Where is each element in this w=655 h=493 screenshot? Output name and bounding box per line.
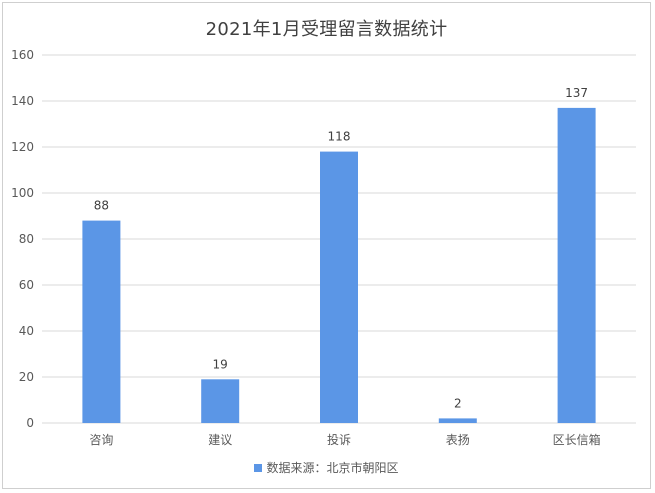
y-tick-label: 120 xyxy=(11,140,34,154)
data-label: 19 xyxy=(213,357,228,371)
bar xyxy=(438,418,477,423)
legend: 数据来源：北京市朝阳区 xyxy=(3,460,650,476)
bar xyxy=(82,220,121,423)
bar-chart: 0 20 40 60 80 100 120 140 160 88 咨询 19 建议 118 投诉 2 表扬 137… xyxy=(11,48,636,447)
bar xyxy=(557,107,596,424)
chart-title: 2021年1月受理留言数据统计 xyxy=(205,19,448,40)
bar xyxy=(201,379,240,423)
x-tick-label: 表扬 xyxy=(446,432,470,447)
bar xyxy=(320,151,358,423)
data-label: 118 xyxy=(328,130,351,144)
data-label: 2 xyxy=(454,396,462,410)
x-tick-label: 区长信箱 xyxy=(553,432,601,447)
y-tick-label: 80 xyxy=(19,232,34,246)
y-tick-label: 140 xyxy=(11,94,34,108)
legend-swatch xyxy=(254,464,263,472)
data-label: 88 xyxy=(94,199,109,213)
legend-label: 数据来源：北京市朝阳区 xyxy=(266,461,399,475)
data-label: 137 xyxy=(565,86,588,100)
x-tick-label: 投诉 xyxy=(327,432,351,447)
x-tick-label: 建议 xyxy=(208,433,232,447)
y-tick-label: 0 xyxy=(26,416,34,430)
y-tick-label: 40 xyxy=(19,324,34,338)
y-tick-label: 20 xyxy=(19,370,34,384)
y-tick-label: 160 xyxy=(11,48,34,62)
y-tick-label: 100 xyxy=(11,186,34,200)
x-tick-label: 咨询 xyxy=(89,432,113,447)
y-tick-label: 60 xyxy=(19,278,34,292)
chart-frame: 2021年1月受理留言数据统计 0 20 40 60 80 100 120 140 160 88 咨… xyxy=(2,2,651,489)
